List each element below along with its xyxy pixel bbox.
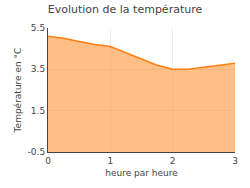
- svg-text:heure par heure: heure par heure: [105, 168, 178, 178]
- svg-text:2: 2: [170, 156, 176, 166]
- svg-text:0: 0: [45, 156, 51, 166]
- svg-text:-0.5: -0.5: [28, 147, 46, 157]
- svg-text:Evolution de la température: Evolution de la température: [48, 3, 203, 16]
- svg-text:Température en °C: Température en °C: [13, 48, 23, 134]
- svg-text:1: 1: [107, 156, 113, 166]
- svg-text:3.5: 3.5: [31, 64, 45, 74]
- svg-text:3: 3: [232, 156, 238, 166]
- svg-text:1.5: 1.5: [31, 106, 45, 116]
- svg-text:5.5: 5.5: [31, 23, 45, 33]
